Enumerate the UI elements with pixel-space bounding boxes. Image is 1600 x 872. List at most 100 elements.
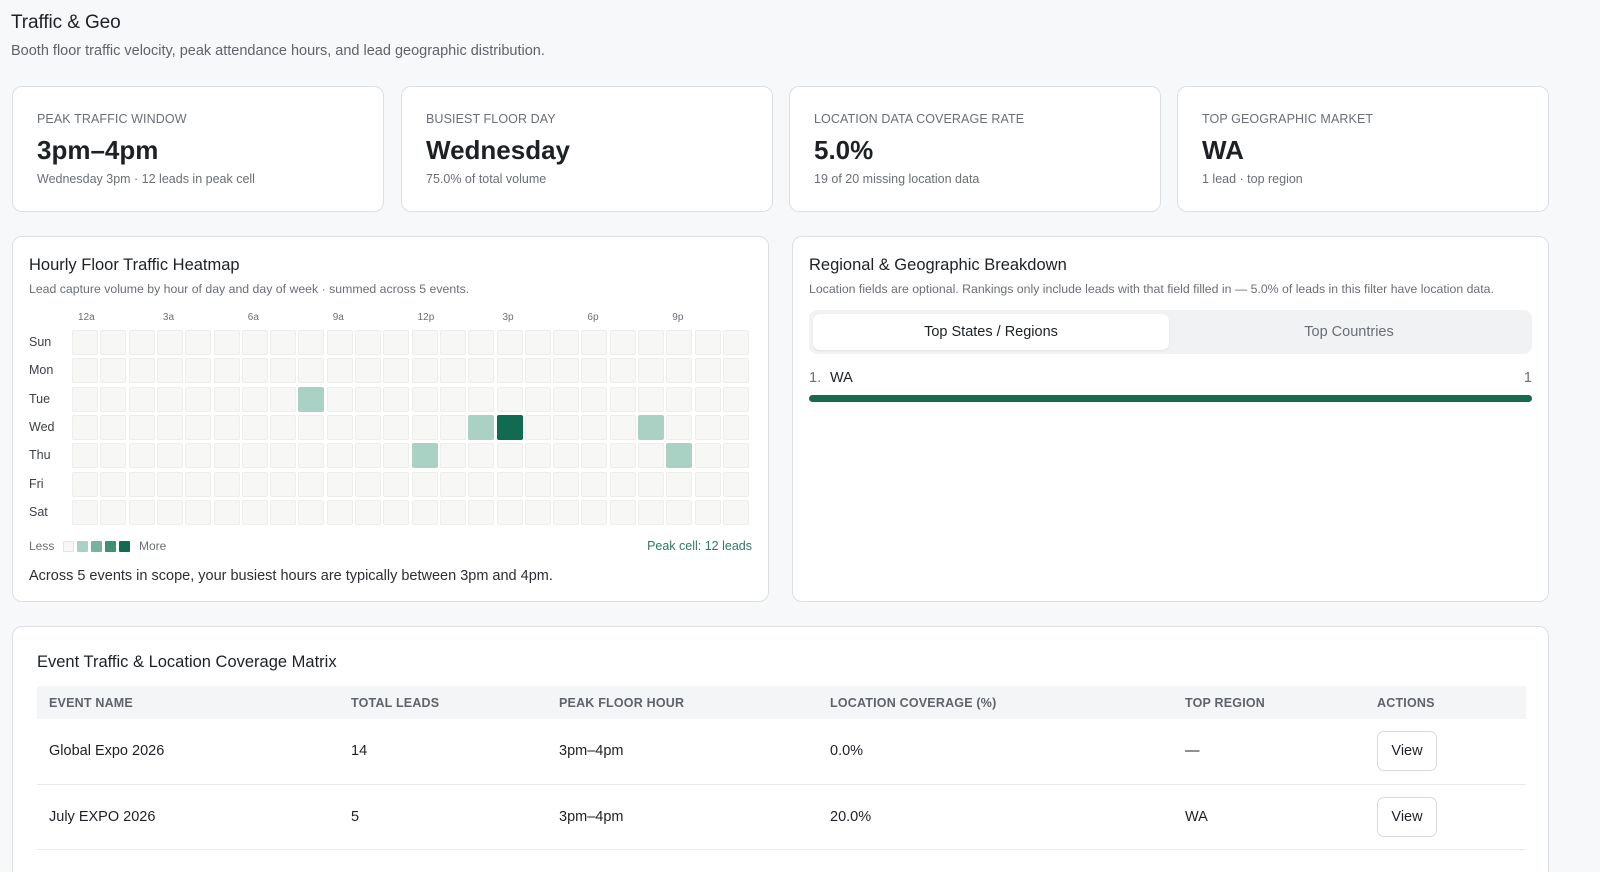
heatmap-cell [694, 386, 721, 412]
cell-coverage: 20.0% [818, 784, 1173, 850]
heatmap-cell [128, 330, 155, 355]
cell-coverage: 0.0% [818, 719, 1173, 785]
heatmap-cell [694, 443, 721, 469]
heatmap-cell [383, 386, 410, 412]
col-peak-floor-hour: PEAK FLOOR HOUR [559, 695, 685, 710]
kpi-peak-traffic-window: PEAK TRAFFIC WINDOW 3pm–4pm Wednesday 3p… [12, 86, 384, 212]
matrix-title: Event Traffic & Location Coverage Matrix [37, 653, 337, 671]
heatmap-cell [128, 471, 155, 497]
heatmap-cell [156, 443, 183, 469]
cell-actions: View [1365, 784, 1526, 850]
heatmap-cell [439, 499, 466, 525]
kpi-label: PEAK TRAFFIC WINDOW [37, 112, 187, 126]
heatmap-cell [468, 443, 495, 469]
heatmap-cell [638, 358, 664, 384]
col-top-region: TOP REGION [1185, 695, 1266, 710]
heatmap-cell [156, 358, 183, 384]
heatmap-panel: Hourly Floor Traffic Heatmap Lead captur… [12, 236, 769, 602]
col-actions: ACTIONS [1377, 695, 1435, 710]
heatmap-cell [496, 330, 523, 355]
heatmap-cell [128, 358, 155, 384]
heatmap-cell [100, 471, 127, 497]
region-bar-fill [809, 395, 1532, 402]
heatmap-cell [326, 414, 353, 440]
heatmap-cell [638, 386, 664, 412]
heatmap-cell [355, 471, 381, 497]
region-tabs: Top States / Regions Top Countries [809, 310, 1532, 354]
kpi-value: 5.0% [814, 135, 874, 165]
heatmap-cell [355, 386, 381, 412]
heatmap-cell [383, 443, 410, 469]
heatmap-cell [468, 414, 495, 440]
legend-swatch [63, 541, 74, 552]
heatmap-cell [185, 358, 212, 384]
hour-label: 12a [78, 312, 95, 323]
heatmap-cell [156, 414, 183, 440]
heatmap-cell [496, 471, 523, 497]
heatmap-cell [468, 471, 495, 497]
heatmap-cell [213, 414, 240, 440]
heatmap-cell [609, 414, 636, 440]
heatmap-cell [100, 414, 127, 440]
heatmap-cell [722, 499, 749, 525]
heatmap-cell [581, 330, 608, 355]
heatmap-cell [439, 414, 466, 440]
heatmap-cell [609, 386, 636, 412]
heatmap-cell [298, 330, 325, 355]
region-count: 1 [1523, 370, 1532, 386]
heatmap-cell [156, 471, 183, 497]
heatmap-cell [581, 358, 608, 384]
heatmap-cell [468, 499, 495, 525]
heatmap-cell [355, 443, 381, 469]
heatmap-cell [524, 414, 551, 440]
heatmap-cell [553, 330, 580, 355]
heatmap-cell [609, 443, 636, 469]
heatmap-cell [609, 330, 636, 355]
day-label: Sat [29, 504, 48, 519]
heatmap-subtitle: Lead capture volume by hour of day and d… [29, 282, 470, 296]
heatmap-cell [100, 358, 127, 384]
view-button[interactable]: View [1377, 731, 1437, 772]
heatmap-cell [439, 386, 466, 412]
heatmap-cell [411, 414, 438, 440]
peak-cell-label: Peak cell: 12 leads [647, 539, 752, 553]
kpi-value: 3pm–4pm [37, 135, 159, 165]
cell-total-leads: 5 [339, 784, 547, 850]
cell-total-leads: 14 [339, 719, 547, 785]
kpi-label: LOCATION DATA COVERAGE RATE [814, 112, 1025, 126]
heatmap-cell [666, 358, 693, 384]
heatmap-cell [638, 471, 664, 497]
heatmap-cell [609, 499, 636, 525]
kpi-sub: 19 of 20 missing location data [814, 172, 980, 186]
heatmap-cell [355, 499, 381, 525]
heatmap-cell [411, 499, 438, 525]
heatmap-cell [524, 330, 551, 355]
heatmap-cell [100, 386, 127, 412]
heatmap-cell [241, 386, 268, 412]
heatmap-cell [666, 471, 693, 497]
heatmap-cell [128, 386, 155, 412]
heatmap-cell [439, 471, 466, 497]
hour-label: 12p [417, 312, 435, 323]
tab-top-countries[interactable]: Top Countries [1304, 324, 1394, 340]
col-event-name: EVENT NAME [49, 695, 133, 710]
col-total-leads: TOTAL LEADS [351, 695, 440, 710]
region-rank: 1. [809, 370, 822, 386]
heatmap-cell [270, 443, 297, 469]
heatmap-cell [241, 471, 268, 497]
heatmap-cell [213, 330, 240, 355]
heatmap-cell [72, 330, 98, 355]
heatmap-cell [666, 443, 693, 469]
hour-label: 9a [332, 312, 344, 323]
kpi-sub: 75.0% of total volume [426, 172, 547, 186]
heatmap-title: Hourly Floor Traffic Heatmap [29, 256, 240, 274]
heatmap-cell [72, 471, 98, 497]
heatmap-cell [638, 443, 664, 469]
tab-top-states-regions[interactable]: Top States / Regions [813, 314, 1169, 350]
day-label: Mon [29, 363, 54, 378]
region-bar-track [809, 395, 1532, 402]
view-button[interactable]: View [1377, 796, 1437, 837]
heatmap-cell [355, 358, 381, 384]
heatmap-cell [581, 443, 608, 469]
heatmap-cell [270, 471, 297, 497]
